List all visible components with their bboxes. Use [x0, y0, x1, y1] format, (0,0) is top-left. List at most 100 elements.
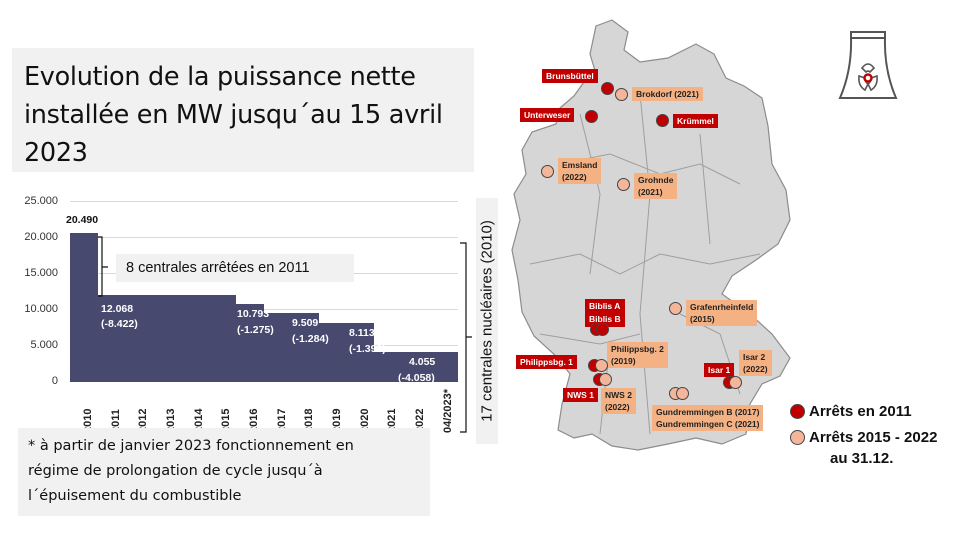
x-tick: 04/2023* [442, 388, 454, 433]
map-legend: Arrêts en 2011 Arrêts 2015 - 2022 au 31.… [790, 398, 937, 467]
plant-year: (2019) [611, 356, 636, 366]
plant-dot-grohnde [617, 178, 630, 191]
plant-year: (2015) [690, 314, 715, 324]
plant-dot-isar-2 [729, 376, 742, 389]
plant-name: Emsland [562, 160, 598, 170]
x-tick: 2011 [110, 409, 122, 433]
vertical-label-17-plants: 17 centrales nucléaires (2010) [476, 198, 498, 444]
plant-dot-brunsbuettel [601, 82, 614, 95]
value-label-2010: 20.490 [66, 214, 99, 226]
plant-label-grohnde: Grohnde (2021) [634, 173, 678, 199]
plant-label-gundremmingen: Gundremmingen B (2017) Gundremmingen C (… [652, 405, 764, 431]
y-tick: 15.000 [24, 267, 58, 279]
plant-year: (2022) [743, 364, 768, 374]
plant-label-biblis-a: Biblis A [589, 301, 621, 311]
plant-name: Gundremmingen B (2017) [656, 407, 760, 417]
plant-label-brokdorf: Brokdorf (2021) [632, 87, 703, 101]
plant-dot-emsland [541, 165, 554, 178]
plant-dot-biblis-b [596, 323, 609, 336]
value-label-2018: 9.509 [292, 317, 319, 329]
change-label-2018: (-1.284) [292, 333, 329, 345]
plant-year: (2022) [562, 172, 587, 182]
x-tick: 2022 [414, 408, 426, 433]
bar-2011-2015 [98, 295, 236, 382]
plant-label-isar-1: Isar 1 [704, 363, 735, 377]
plant-label-unterweser: Unterweser [520, 108, 575, 122]
plant-dot-philippsburg-2 [595, 359, 608, 372]
footnote-line-3: l´épuisement du combustible [28, 488, 242, 504]
y-tick: 5.000 [30, 339, 58, 351]
x-tick: 2013 [165, 408, 177, 433]
bar-2019-2020 [319, 323, 374, 382]
plant-dot-gundremmingen-c [676, 387, 689, 400]
plant-label-nws-1: NWS 1 [563, 388, 598, 402]
plant-dot-grafenrheinfeld [669, 302, 682, 315]
plant-name: Gundremmingen C (2021) [656, 419, 760, 429]
value-label-2016: 10.793 [237, 308, 270, 320]
change-label-2011: (-8.422) [101, 318, 138, 330]
change-label-2016: (-1.275) [237, 324, 274, 336]
x-tick: 2020 [359, 408, 371, 433]
change-label-2022: (-4.058) [398, 372, 435, 384]
value-label-2011: 12.068 [101, 303, 134, 315]
plant-label-grafenrheinfeld: Grafenrheinfeld (2015) [686, 300, 758, 326]
y-tick: 10.000 [24, 303, 58, 315]
y-tick: 25.000 [24, 195, 58, 207]
bracket-17-plants [460, 242, 472, 433]
plant-name: NWS 2 [605, 390, 632, 400]
value-label-2022: 4.055 [409, 356, 436, 368]
legend-label: Arrêts 2015 - 2022 [809, 428, 938, 446]
x-tick: 2010 [82, 408, 94, 433]
x-tick: 2012 [137, 408, 149, 433]
footnote-line-2: régime de prolongation de cycle jusqu´à [28, 463, 323, 479]
bracket-2011 [98, 236, 108, 297]
annotation-2011-closures: 8 centrales arrêtées en 2011 [116, 254, 354, 282]
bar-2016 [236, 304, 264, 382]
legend-sub-label: au 31.12. [830, 450, 894, 467]
bar-2017-2018 [264, 313, 319, 382]
title-line-1: Evolution de la puissance nette [24, 62, 416, 92]
plant-label-biblis: Biblis A Biblis B [585, 299, 625, 327]
plant-label-emsland: Emsland (2022) [558, 158, 602, 184]
plant-year: (2021) [638, 187, 663, 197]
footnote: * à partir de janvier 2023 fonctionnemen… [18, 428, 430, 516]
footnote-line-1: * à partir de janvier 2023 fonctionnemen… [28, 438, 354, 454]
x-tick: 2017 [276, 408, 288, 433]
bar-2021-2023 [374, 352, 458, 382]
title-line-2: installée en MW jusqu´au 15 avril [24, 100, 443, 130]
nuclear-plant-icon [838, 31, 898, 99]
x-tick: 2014 [193, 408, 205, 433]
legend-item-2015-2022: Arrêts 2015 - 2022 [790, 424, 937, 450]
plant-label-isar-2: Isar 2 (2022) [739, 350, 772, 376]
pink-dot-icon [790, 429, 805, 445]
plant-name: Grohnde [638, 175, 674, 185]
plant-year: (2022) [605, 402, 630, 412]
title-line-3: 2023 [24, 138, 88, 168]
plant-label-philippsburg-2: Philippsbg. 2 (2019) [607, 342, 668, 368]
legend-item-2011: Arrêts en 2011 [790, 398, 937, 424]
plant-dot-brokdorf [615, 88, 628, 101]
plant-name: Isar 2 [743, 352, 766, 362]
gridline [70, 201, 458, 202]
change-label-2020: (-1.396) [349, 343, 386, 355]
plant-dot-kruemmel [656, 114, 669, 127]
gridline [70, 237, 458, 238]
bar-2010 [70, 233, 98, 382]
legend-label: Arrêts en 2011 [809, 402, 912, 420]
plant-dot-unterweser [585, 110, 598, 123]
plant-label-nws-2: NWS 2 (2022) [601, 388, 636, 414]
x-tick: 2018 [303, 408, 315, 433]
x-tick: 2015 [220, 408, 232, 433]
plant-name: Grafenrheinfeld [690, 302, 754, 312]
plant-label-biblis-b: Biblis B [589, 314, 621, 324]
y-tick: 20.000 [24, 231, 58, 243]
title-box: Evolution de la puissance nette installé… [12, 48, 474, 172]
red-dot-icon [790, 403, 805, 419]
x-tick: 2021 [386, 408, 398, 433]
x-tick: 2019 [331, 408, 343, 433]
value-label-2020: 8.113 [349, 327, 375, 339]
plant-label-kruemmel: Krümmel [673, 114, 718, 128]
x-tick: 2016 [248, 408, 260, 433]
plant-label-philippsburg-1: Philippsbg. 1 [516, 355, 577, 369]
plant-label-brunsbuettel: Brunsbüttel [542, 69, 598, 83]
